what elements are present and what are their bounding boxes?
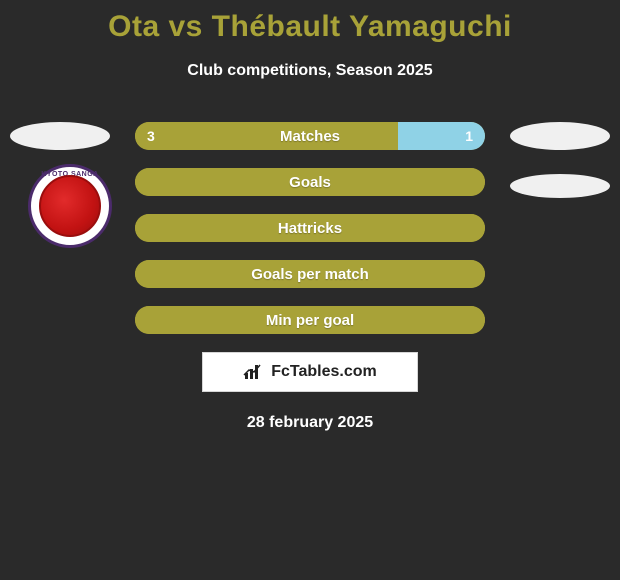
comparison-bars: 31Matches Goals Hattricks Goals per match Mi…	[135, 122, 485, 334]
stat-row: Goals	[135, 168, 485, 196]
team-badge-inner	[39, 175, 101, 237]
stat-label: Goals	[135, 168, 485, 196]
brand-box: FcTables.com	[202, 352, 418, 392]
stat-row: Hattricks	[135, 214, 485, 242]
stat-label: Goals per match	[135, 260, 485, 288]
stat-label: Min per goal	[135, 306, 485, 334]
page-subtitle: Club competitions, Season 2025	[0, 62, 620, 80]
player-slot-left	[10, 122, 110, 150]
comparison-area: KYOTO SANGA 31Matches Goals Hattricks Goals…	[0, 122, 620, 432]
stat-row: 31Matches	[135, 122, 485, 150]
brand-text: FcTables.com	[271, 363, 377, 381]
stat-label: Hattricks	[135, 214, 485, 242]
bar-chart-icon	[243, 363, 265, 381]
footer-date: 28 february 2025	[0, 414, 620, 432]
player-slot-right-2	[510, 174, 610, 198]
stat-row: Min per goal	[135, 306, 485, 334]
stat-label: Matches	[135, 122, 485, 150]
page-title: Ota vs Thébault Yamaguchi	[0, 0, 620, 44]
team-badge-left: KYOTO SANGA	[28, 164, 112, 248]
stat-row: Goals per match	[135, 260, 485, 288]
player-slot-right-1	[510, 122, 610, 150]
